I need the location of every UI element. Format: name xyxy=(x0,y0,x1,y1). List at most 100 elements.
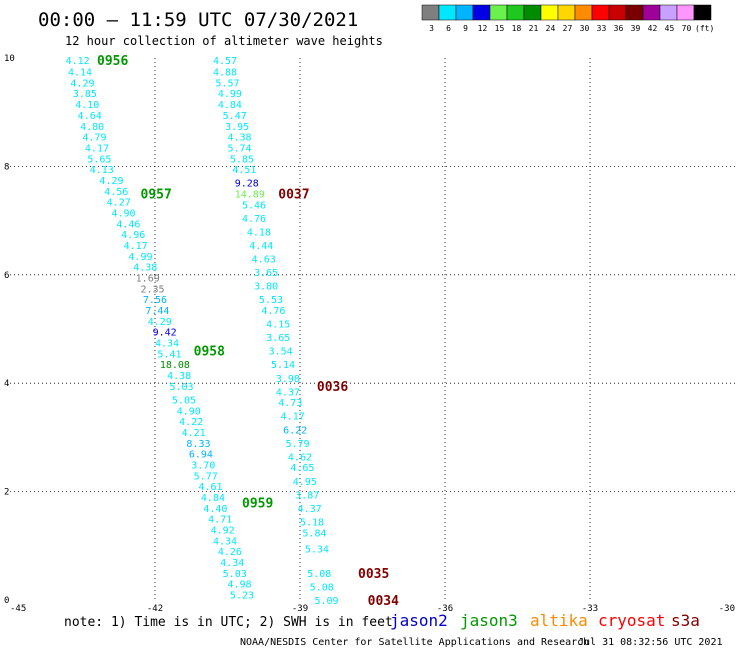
swh-label: 5.46 xyxy=(242,200,266,211)
swh-label: 3.87 xyxy=(295,490,319,501)
swh-label: 5.41 xyxy=(157,349,181,360)
swh-label: 3.70 xyxy=(191,461,215,472)
footer-note: note: 1) Time is in UTC; 2) SWH is in fe… xyxy=(64,615,393,630)
swh-label: 18.08 xyxy=(160,360,190,371)
colorbar-label: 33 xyxy=(597,24,607,33)
swh-label: 7.56 xyxy=(143,295,167,306)
swh-label: 9.42 xyxy=(153,328,177,339)
swh-label: 4.29 xyxy=(99,176,123,187)
colorbar-swatch xyxy=(472,4,491,21)
swh-label: 4.51 xyxy=(232,165,256,176)
swh-label: 4.76 xyxy=(261,306,285,317)
swh-label: 5.05 xyxy=(172,395,196,406)
credit-text: NOAA/NESDIS Center for Satellite Applica… xyxy=(240,637,589,648)
swh-label: 14.89 xyxy=(235,190,265,201)
swh-label: 2.35 xyxy=(141,284,165,295)
swh-label: 5.77 xyxy=(194,471,218,482)
swh-label: 7.44 xyxy=(145,306,169,317)
swh-label: 4.29 xyxy=(70,78,94,89)
swh-label: 5.03 xyxy=(170,382,194,393)
swh-label: 3.65 xyxy=(254,268,278,279)
y-tick-label: 8 xyxy=(4,162,9,172)
colorbar-label: 39 xyxy=(631,24,641,33)
colorbar-swatch xyxy=(421,4,440,21)
swh-label: 4.90 xyxy=(112,208,136,219)
colorbar-label: 70 xyxy=(682,24,692,33)
x-tick-label: -45 xyxy=(10,604,26,614)
swh-label: 5.18 xyxy=(300,517,324,528)
axis-tick-labels: -45 -42 -39 -36 -33 -30 0 2 4 6 8 10 xyxy=(4,54,735,614)
swh-label: 5.34 xyxy=(305,545,329,556)
swh-label: 9.28 xyxy=(235,179,259,190)
colorbar-label: 12 xyxy=(478,24,488,33)
swh-label: 4.95 xyxy=(293,477,317,488)
swh-label: 4.62 xyxy=(288,452,312,463)
swh-label: 4.34 xyxy=(220,558,244,569)
swh-label: 4.80 xyxy=(80,122,104,133)
colorbar-swatch xyxy=(659,4,678,21)
y-tick-label: 0 xyxy=(4,596,9,606)
colorbar-label: 30 xyxy=(580,24,590,33)
swh-label: 5.03 xyxy=(223,569,247,580)
colorbar-label: 24 xyxy=(546,24,556,33)
x-tick-label: -30 xyxy=(719,604,735,614)
swh-label: 4.37 xyxy=(276,387,300,398)
colorbar-swatch xyxy=(557,4,576,21)
swh-label: 5.84 xyxy=(302,528,326,539)
swh-label: 4.84 xyxy=(218,100,242,111)
mission-legend: jason2 jason3 altika cryosat s3a xyxy=(390,611,700,630)
swh-label: 4.10 xyxy=(75,100,99,111)
swh-label: 4.34 xyxy=(213,536,237,547)
colorbar-swatch xyxy=(506,4,525,21)
pass-time-label: 0957 xyxy=(141,188,172,203)
swh-label: 4.14 xyxy=(68,68,92,79)
swh-label: 4.40 xyxy=(203,504,227,515)
swh-label: 4.92 xyxy=(211,526,235,537)
swh-label: 4.37 xyxy=(298,504,322,515)
pass-time-label: 0037 xyxy=(278,188,309,203)
swh-label: 5.65 xyxy=(87,154,111,165)
colorbar-label: 15 xyxy=(495,24,505,33)
colorbar-label: 9 xyxy=(463,24,468,33)
colorbar-label: 3 xyxy=(429,24,434,33)
colorbar-swatch xyxy=(540,4,559,21)
chart-subtitle: 12 hour collection of altimeter wave hei… xyxy=(65,34,383,48)
swh-label: 3.80 xyxy=(254,282,278,293)
mission-jason3: jason3 xyxy=(460,611,518,630)
y-tick-label: 2 xyxy=(4,488,9,498)
swh-label: 5.53 xyxy=(259,295,283,306)
colorbar-label: 21 xyxy=(529,24,539,33)
swh-label: 4.57 xyxy=(213,56,237,67)
swh-label: 4.22 xyxy=(179,417,203,428)
swh-label: 4.18 xyxy=(247,227,271,238)
swh-label: 4.56 xyxy=(104,187,128,198)
swh-label: 5.23 xyxy=(230,591,254,602)
swh-label: 4.61 xyxy=(199,482,223,493)
swh-label: 4.27 xyxy=(107,198,131,209)
x-tick-label: -33 xyxy=(582,604,598,614)
swh-label: 3.54 xyxy=(269,347,293,358)
colorbar-label: 6 xyxy=(446,24,451,33)
swh-label: 4.64 xyxy=(78,111,102,122)
swh-label: 4.29 xyxy=(148,317,172,328)
mission-s3a: s3a xyxy=(671,611,700,630)
pass-time-label: 0956 xyxy=(97,54,128,69)
chart-title: 00:00 – 11:59 UTC 07/30/2021 xyxy=(38,9,358,31)
pass-time-label: 0034 xyxy=(368,594,399,609)
swh-label: 4.76 xyxy=(242,214,266,225)
swh-label: 4.99 xyxy=(218,89,242,100)
colorbar-swatch xyxy=(489,4,508,21)
swh-label: 4.17 xyxy=(124,241,148,252)
colorbar-swatch xyxy=(642,4,661,21)
x-tick-label: -42 xyxy=(147,604,163,614)
swh-label: 5.08 xyxy=(307,569,331,580)
swh-label: 4.96 xyxy=(121,230,145,241)
swh-label: 5.74 xyxy=(228,143,252,154)
swh-label: 4.88 xyxy=(213,68,237,79)
mission-altika: altika xyxy=(530,611,588,630)
colorbar-swatch xyxy=(608,4,627,21)
swh-label: 4.34 xyxy=(155,339,179,350)
swh-label: 4.15 xyxy=(266,320,290,331)
y-tick-label: 4 xyxy=(4,379,9,389)
